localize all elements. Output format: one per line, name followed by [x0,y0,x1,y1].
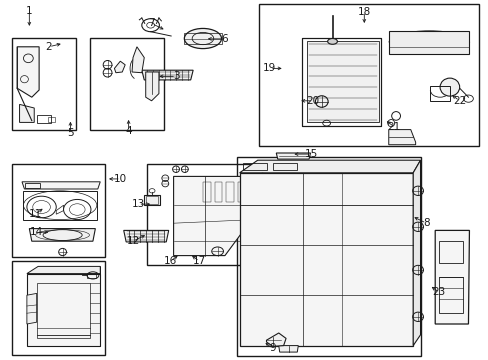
Polygon shape [123,230,168,242]
Text: 5: 5 [67,128,74,138]
Bar [12,38,76,130]
Polygon shape [145,72,159,101]
Bar [12,164,105,257]
Polygon shape [276,153,310,159]
Ellipse shape [439,78,459,96]
Text: 2: 2 [45,42,52,52]
Bar [146,164,261,265]
Bar [25,183,40,188]
Bar [237,157,420,356]
Text: 11: 11 [28,209,42,219]
Text: 6: 6 [221,34,227,44]
Text: 7: 7 [148,18,155,28]
Bar [302,38,381,126]
Bar [438,277,462,313]
Bar [302,38,381,126]
Polygon shape [278,346,298,352]
Bar [37,283,90,338]
Bar [259,4,478,146]
Bar [225,182,234,202]
Polygon shape [27,274,100,346]
Bar [214,182,222,202]
Polygon shape [142,70,193,80]
Text: 18: 18 [357,6,370,17]
Text: 8: 8 [422,218,429,228]
Ellipse shape [184,28,221,49]
Text: 17: 17 [192,256,206,266]
Text: 4: 4 [125,126,132,136]
Polygon shape [239,173,412,346]
Bar [37,115,51,123]
Bar [272,163,297,170]
Text: 12: 12 [126,236,140,246]
Text: 19: 19 [263,63,276,73]
Text: 13: 13 [131,199,145,209]
Polygon shape [114,61,125,73]
Bar [23,191,97,220]
Polygon shape [388,130,415,145]
Bar [243,163,267,170]
Bar [144,195,160,205]
Polygon shape [27,266,100,274]
Polygon shape [22,182,100,189]
Polygon shape [27,293,37,324]
Polygon shape [239,160,420,173]
Text: 22: 22 [452,96,466,106]
Text: 10: 10 [114,174,127,184]
Polygon shape [29,229,95,241]
Text: 20: 20 [306,96,319,106]
Bar [48,117,55,122]
Text: 3: 3 [172,71,179,81]
Polygon shape [20,104,34,122]
Text: 15: 15 [304,149,317,159]
Ellipse shape [327,39,337,44]
Text: 14: 14 [30,227,43,237]
Polygon shape [132,47,144,73]
Bar [249,182,257,202]
Text: 21: 21 [386,122,400,132]
Polygon shape [17,47,39,97]
Polygon shape [266,333,285,346]
Text: 23: 23 [431,287,445,297]
Polygon shape [388,31,468,54]
Text: 9: 9 [269,343,276,354]
Polygon shape [306,41,378,122]
Bar [237,182,245,202]
Text: 1: 1 [26,6,33,16]
Bar [145,196,158,204]
Polygon shape [434,230,468,324]
Bar [438,241,462,263]
Text: 16: 16 [163,256,177,266]
Bar [12,261,105,355]
Bar [184,33,221,44]
Polygon shape [173,176,259,256]
Bar [90,38,163,130]
Bar [203,182,210,202]
Polygon shape [412,160,420,346]
